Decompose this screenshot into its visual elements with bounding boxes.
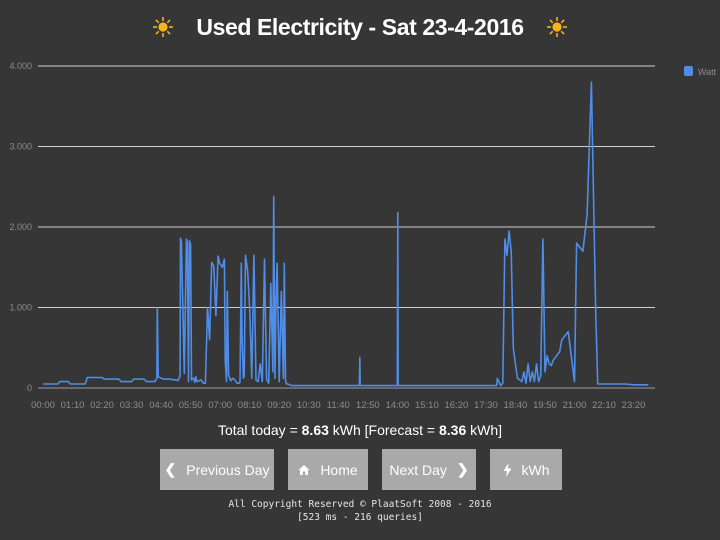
x-tick-label: 04:40 bbox=[149, 400, 173, 411]
chart-canvas: 0 1.000 2.000 3.000 4.000 00:00 01:10 02:20 03:3… bbox=[9, 61, 717, 411]
previous-day-label: Previous Day bbox=[186, 461, 270, 478]
x-tick-label: 09:20 bbox=[267, 400, 291, 411]
sun-icon bbox=[546, 17, 567, 37]
home-icon bbox=[298, 464, 310, 475]
x-tick-label: 17:30 bbox=[474, 400, 498, 411]
summary-unit-end: kWh] bbox=[466, 422, 503, 438]
legend-label: Watt bbox=[698, 67, 717, 77]
x-tick-label: 15:10 bbox=[415, 400, 439, 411]
x-tick-label: 01:10 bbox=[61, 400, 85, 411]
x-tick-label: 08:10 bbox=[238, 400, 262, 411]
series-line-watt bbox=[43, 81, 649, 387]
electricity-chart: 0 1.000 2.000 3.000 4.000 00:00 01:10 02:20 03:3… bbox=[0, 50, 720, 420]
total-kwh-value: 8.63 bbox=[301, 422, 329, 438]
kwh-button[interactable]: kWh bbox=[490, 449, 562, 490]
next-day-label: Next Day bbox=[389, 461, 447, 478]
x-tick-label: 16:20 bbox=[444, 400, 468, 411]
x-tick-label: 02:20 bbox=[90, 400, 114, 411]
chevron-right-icon: ❯ bbox=[456, 461, 469, 477]
query-stats: [523 ms - 216 queries] bbox=[297, 512, 423, 523]
x-tick-label: 11:40 bbox=[327, 400, 350, 411]
y-tick-label: 2.000 bbox=[9, 222, 32, 232]
x-tick-label: 03:30 bbox=[120, 400, 144, 411]
page-footer: All Copyright Reserved © PlaatSoft 2008 … bbox=[0, 498, 720, 524]
y-tick-label: 0 bbox=[27, 383, 32, 393]
home-button[interactable]: Home bbox=[288, 449, 368, 490]
x-tick-label: 21:00 bbox=[563, 400, 587, 411]
page-header: Used Electricity - Sat 23-4-2016 bbox=[0, 8, 720, 46]
chevron-left-icon: ❮ bbox=[164, 461, 177, 477]
x-tick-label: 10:30 bbox=[297, 400, 321, 411]
y-tick-label: 4.000 bbox=[9, 61, 32, 71]
x-tick-label: 12:50 bbox=[356, 400, 380, 411]
copyright-text: All Copyright Reserved © PlaatSoft 2008 … bbox=[228, 499, 492, 510]
home-label: Home bbox=[320, 461, 358, 478]
summary-prefix: Total today = bbox=[217, 422, 302, 438]
kwh-label: kWh bbox=[521, 461, 550, 478]
next-day-button[interactable]: Next Day ❯ bbox=[382, 449, 476, 490]
sun-icon bbox=[153, 17, 174, 37]
x-tick-label: 00:00 bbox=[31, 400, 55, 411]
y-tick-label: 3.000 bbox=[9, 142, 32, 152]
x-tick-label: 14:00 bbox=[385, 400, 409, 411]
y-tick-label: 1.000 bbox=[9, 303, 32, 313]
x-tick-label: 05:50 bbox=[179, 400, 203, 411]
page-title: Used Electricity - Sat 23-4-2016 bbox=[196, 13, 524, 40]
legend-swatch bbox=[684, 66, 693, 76]
x-tick-label: 19:50 bbox=[533, 400, 557, 411]
x-tick-label: 22:10 bbox=[592, 400, 616, 411]
x-tick-label: 07:00 bbox=[208, 400, 232, 411]
previous-day-button[interactable]: ❮ Previous Day bbox=[160, 449, 274, 490]
x-tick-label: 18:40 bbox=[504, 400, 528, 411]
forecast-kwh-value: 8.36 bbox=[438, 422, 467, 438]
lightning-icon bbox=[503, 462, 511, 477]
x-tick-label: 23:20 bbox=[622, 400, 646, 411]
summary-unit-forecast: kWh [Forecast = bbox=[328, 422, 439, 438]
daily-summary: Total today = 8.63 kWh [Forecast = 8.36 … bbox=[0, 422, 720, 438]
